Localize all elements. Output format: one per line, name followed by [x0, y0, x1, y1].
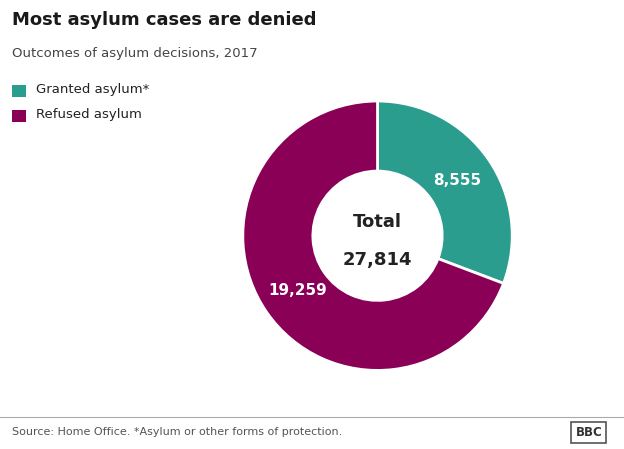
- Text: 8,555: 8,555: [433, 173, 481, 188]
- Text: Most asylum cases are denied: Most asylum cases are denied: [12, 11, 317, 29]
- Text: Outcomes of asylum decisions, 2017: Outcomes of asylum decisions, 2017: [12, 47, 258, 60]
- Text: Source: Home Office. *Asylum or other forms of protection.: Source: Home Office. *Asylum or other fo…: [12, 427, 343, 437]
- Wedge shape: [243, 101, 504, 370]
- Text: 27,814: 27,814: [343, 251, 412, 269]
- Text: 19,259: 19,259: [268, 283, 327, 298]
- Text: BBC: BBC: [575, 426, 602, 439]
- Text: Refused asylum: Refused asylum: [36, 108, 142, 121]
- Text: Total: Total: [353, 213, 402, 231]
- Text: Granted asylum*: Granted asylum*: [36, 84, 149, 96]
- Wedge shape: [378, 101, 512, 283]
